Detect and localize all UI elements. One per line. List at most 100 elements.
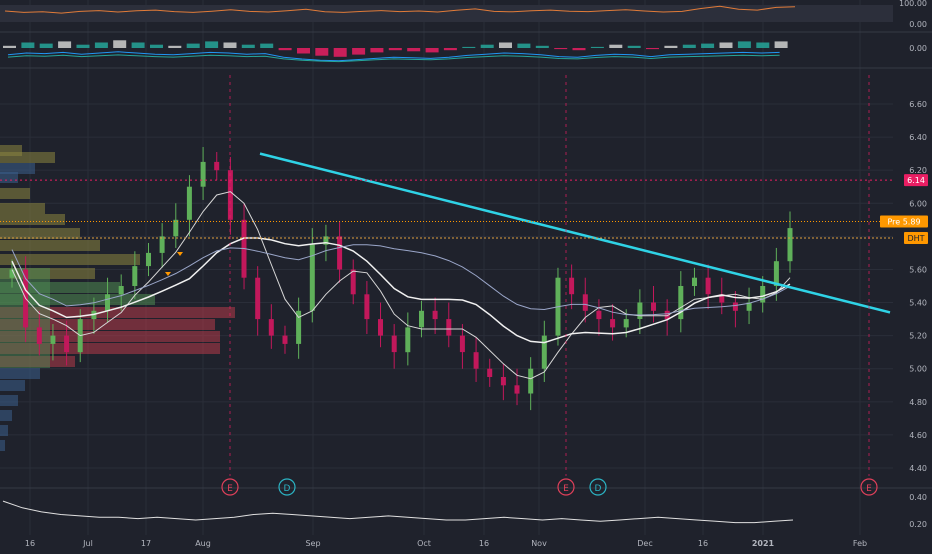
macd-bar — [168, 45, 182, 48]
macd-bar — [664, 45, 678, 48]
candle-body — [637, 302, 643, 319]
candle-body — [132, 266, 138, 286]
x-tick-label: 16 — [479, 539, 489, 548]
volume-profile-bar — [0, 410, 12, 421]
macd-bar — [352, 48, 366, 55]
candle-body — [364, 294, 370, 320]
volume-profile-bar — [0, 343, 220, 354]
macd-panel[interactable] — [3, 40, 788, 63]
price-tick-label: 6.40 — [909, 133, 927, 142]
ma-long-line — [11, 244, 791, 316]
price-tag — [904, 174, 928, 187]
price-tick-label: 4.40 — [909, 464, 927, 473]
macd-bar — [480, 44, 494, 48]
candle-body — [378, 319, 383, 336]
macd-bar — [370, 48, 384, 53]
x-tick-label: Feb — [853, 539, 867, 548]
macd-bar — [609, 44, 623, 48]
candle-body — [569, 277, 575, 295]
x-tick-label: 2021 — [752, 539, 775, 548]
candle-body — [146, 252, 151, 267]
macd-bar — [388, 48, 402, 51]
macd-bar — [517, 43, 531, 48]
x-tick-label: Jul — [82, 539, 93, 548]
macd-bar — [719, 42, 733, 48]
macd-bar — [3, 45, 16, 48]
event-marker-label: E — [866, 484, 872, 494]
price-tag — [880, 215, 928, 228]
x-tick-label: Oct — [417, 539, 431, 548]
candle-body — [678, 286, 684, 320]
candle-body — [214, 161, 220, 171]
candle-body — [118, 286, 124, 295]
price-tag-label: 6.14 — [907, 176, 925, 185]
macd-bar — [701, 43, 715, 48]
x-tick-label: 16 — [25, 539, 35, 548]
x-tick-label: 16 — [698, 539, 708, 548]
volume-profile-bar — [0, 331, 220, 342]
price-tick-label: 4.60 — [909, 431, 927, 440]
candle-body — [705, 277, 711, 295]
candle-body — [692, 277, 697, 286]
macd-bar — [278, 48, 292, 51]
ma-slow-line — [11, 237, 791, 344]
rsi-panel[interactable] — [0, 5, 893, 22]
candle-body — [9, 269, 15, 278]
price-tick-label: 5.20 — [909, 332, 927, 341]
grid — [0, 0, 932, 535]
macd-bar — [499, 42, 512, 48]
candle-body — [596, 310, 602, 320]
candle-body — [432, 310, 438, 320]
macd-bar — [186, 43, 200, 48]
candle-body — [787, 228, 793, 262]
macd-signal-line — [7, 54, 780, 63]
volume-profile-bar — [0, 395, 18, 406]
earnings-marker — [860, 478, 878, 496]
bottom-indicator-panel[interactable] — [2, 500, 794, 524]
candle-body — [309, 244, 315, 311]
macd-bar — [113, 40, 127, 48]
volume-profile-bar — [0, 172, 18, 183]
macd-bar — [425, 48, 439, 53]
volume-profile-bar — [0, 145, 22, 156]
macd-bar — [774, 41, 788, 48]
volume-profile-bar — [0, 214, 65, 225]
candle-body — [473, 352, 479, 369]
volume-profile-bar — [0, 152, 55, 163]
signal-marker — [165, 272, 171, 276]
candle-body — [282, 335, 288, 344]
price-tick-label: 5.40 — [909, 299, 927, 308]
macd-bar — [315, 48, 329, 56]
price-tick-label: 6.00 — [909, 199, 927, 208]
macd-bar — [223, 42, 237, 48]
volume-profile-bar — [0, 228, 80, 239]
macd-bar — [682, 44, 696, 48]
candle-body — [610, 319, 616, 328]
volume-profile-bar — [0, 240, 100, 251]
volume-profile — [0, 145, 235, 451]
macd-bar — [150, 44, 163, 48]
macd-bar — [260, 43, 274, 48]
macd-bar — [590, 46, 604, 48]
macd-bar — [627, 45, 641, 48]
price-tag-label: DHT — [907, 234, 924, 243]
event-marker-label: E — [227, 484, 233, 494]
rsi-tick-label: 100.00 — [899, 0, 927, 8]
candle-body — [541, 335, 547, 369]
candle-body — [664, 310, 670, 320]
candle-body — [582, 294, 588, 311]
bottom-indicator-line — [2, 500, 794, 524]
macd-bar — [297, 48, 310, 54]
macd-bar — [21, 42, 35, 48]
candle-body — [514, 385, 520, 394]
x-tick-label: Dec — [637, 539, 652, 548]
macd-bar — [535, 45, 549, 48]
price-tick-label: 6.60 — [909, 100, 927, 109]
macd-bar — [333, 48, 347, 57]
macd-bar — [572, 48, 586, 51]
dividend-marker — [589, 478, 607, 496]
candle-body — [296, 310, 302, 344]
